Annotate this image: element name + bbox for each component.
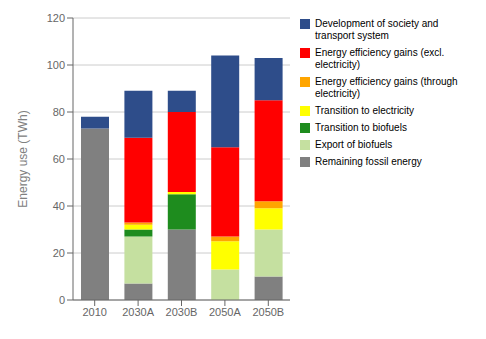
svg-text:120: 120 (47, 12, 65, 24)
html-text:electricity): electricity) (315, 59, 360, 70)
html-text:Energy efficiency gains (throu: Energy efficiency gains (through (315, 76, 458, 87)
svg-text:2010: 2010 (82, 306, 106, 318)
html-text:Energy efficiency gains (excl.: Energy efficiency gains (excl. (315, 47, 445, 58)
html-text:electricity): electricity) (315, 88, 360, 99)
svg-text:0: 0 (59, 294, 65, 306)
html-text:Transition to electricity: Transition to electricity (315, 105, 415, 116)
html-text:Remaining fossil energy: Remaining fossil energy (315, 156, 422, 167)
html-text:Transition to biofuels: Transition to biofuels (315, 122, 407, 133)
svg-text:2050B: 2050B (252, 306, 284, 318)
svg-text:60: 60 (53, 153, 65, 165)
svg-text:Energy use (TWh): Energy use (TWh) (16, 110, 30, 207)
svg-text:2030A: 2030A (122, 306, 154, 318)
html-text:Export of biofuels: Export of biofuels (315, 139, 393, 150)
html-text:transport system: transport system (315, 30, 389, 41)
svg-text:20: 20 (53, 247, 65, 259)
svg-text:80: 80 (53, 106, 65, 118)
svg-text:40: 40 (53, 200, 65, 212)
svg-text:100: 100 (47, 59, 65, 71)
svg-text:2050A: 2050A (209, 306, 241, 318)
html-text:Development of society and: Development of society and (315, 18, 439, 29)
svg-text:2030B: 2030B (166, 306, 198, 318)
